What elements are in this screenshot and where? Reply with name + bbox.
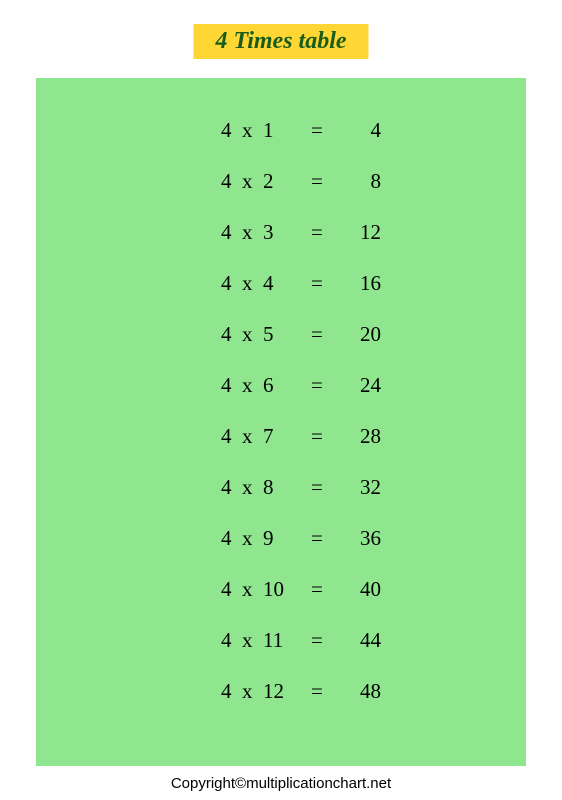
table-row: 4 x 5 = 20	[221, 322, 381, 347]
row-rhs: 36	[341, 526, 381, 551]
row-lhs: 4 x 11	[221, 628, 311, 653]
row-lhs: 4 x 8	[221, 475, 311, 500]
table-row: 4 x 10 = 40	[221, 577, 381, 602]
copyright-text: Copyright©multiplicationchart.net	[171, 775, 391, 792]
row-rhs: 48	[341, 679, 381, 704]
row-lhs: 4 x 6	[221, 373, 311, 398]
row-rhs: 4	[341, 118, 381, 143]
row-lhs: 4 x 10	[221, 577, 311, 602]
row-lhs: 4 x 4	[221, 271, 311, 296]
table-row: 4 x 12 = 48	[221, 679, 381, 704]
row-equals: =	[311, 628, 341, 653]
row-equals: =	[311, 169, 341, 194]
row-rhs: 12	[341, 220, 381, 245]
table-row: 4 x 3 = 12	[221, 220, 381, 245]
row-rhs: 40	[341, 577, 381, 602]
row-equals: =	[311, 475, 341, 500]
times-table-panel: 4 x 1 = 4 4 x 2 = 8 4 x 3 = 12 4 x 4 = 1…	[36, 78, 526, 766]
row-equals: =	[311, 577, 341, 602]
row-equals: =	[311, 322, 341, 347]
row-equals: =	[311, 271, 341, 296]
row-rhs: 32	[341, 475, 381, 500]
row-rhs: 44	[341, 628, 381, 653]
table-row: 4 x 7 = 28	[221, 424, 381, 449]
table-row: 4 x 8 = 32	[221, 475, 381, 500]
row-lhs: 4 x 2	[221, 169, 311, 194]
row-equals: =	[311, 118, 341, 143]
row-lhs: 4 x 12	[221, 679, 311, 704]
row-equals: =	[311, 220, 341, 245]
table-row: 4 x 4 = 16	[221, 271, 381, 296]
row-equals: =	[311, 424, 341, 449]
table-row: 4 x 11 = 44	[221, 628, 381, 653]
row-lhs: 4 x 3	[221, 220, 311, 245]
table-row: 4 x 6 = 24	[221, 373, 381, 398]
row-equals: =	[311, 526, 341, 551]
row-lhs: 4 x 9	[221, 526, 311, 551]
times-table: 4 x 1 = 4 4 x 2 = 8 4 x 3 = 12 4 x 4 = 1…	[36, 118, 526, 704]
row-lhs: 4 x 1	[221, 118, 311, 143]
row-rhs: 24	[341, 373, 381, 398]
row-rhs: 8	[341, 169, 381, 194]
row-lhs: 4 x 5	[221, 322, 311, 347]
page-title: 4 Times table	[193, 24, 368, 59]
table-row: 4 x 9 = 36	[221, 526, 381, 551]
row-equals: =	[311, 373, 341, 398]
row-equals: =	[311, 679, 341, 704]
row-rhs: 28	[341, 424, 381, 449]
row-lhs: 4 x 7	[221, 424, 311, 449]
table-row: 4 x 2 = 8	[221, 169, 381, 194]
row-rhs: 20	[341, 322, 381, 347]
row-rhs: 16	[341, 271, 381, 296]
table-row: 4 x 1 = 4	[221, 118, 381, 143]
